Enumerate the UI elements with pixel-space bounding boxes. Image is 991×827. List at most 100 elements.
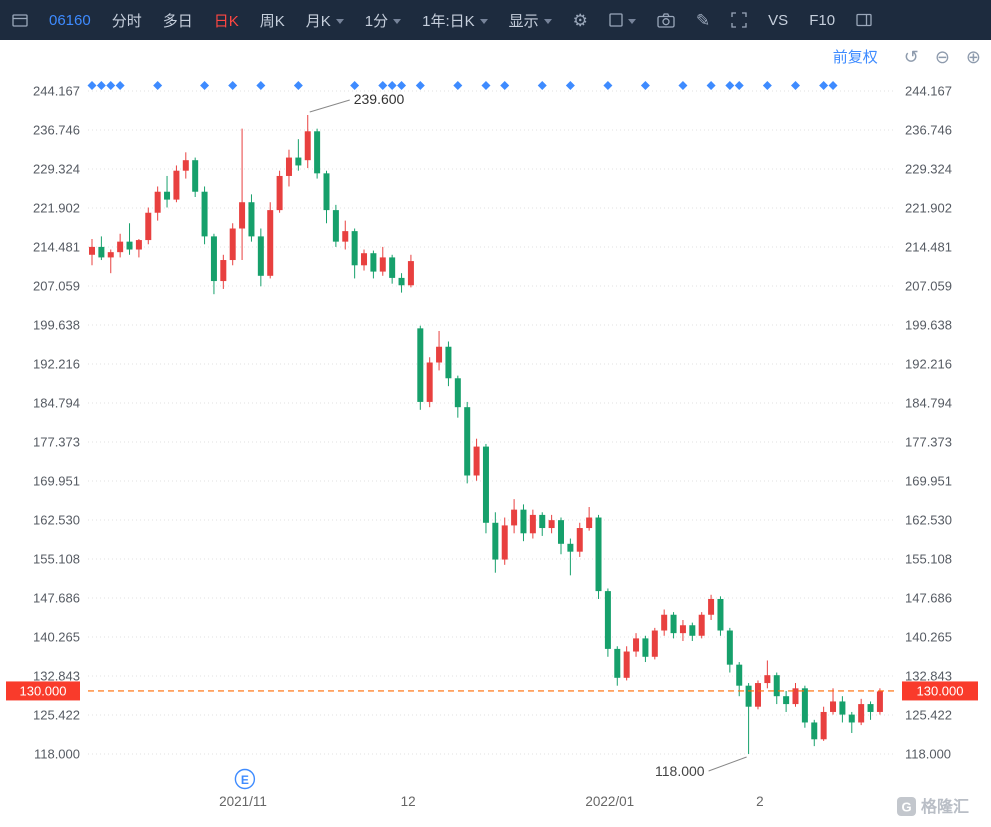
event-marker-icon[interactable] xyxy=(791,81,800,90)
event-marker-icon[interactable] xyxy=(153,81,163,90)
tab-daily-k[interactable]: 日K xyxy=(213,12,239,30)
draw-pencil-icon[interactable]: ✎ xyxy=(695,10,711,30)
candle-body xyxy=(623,651,630,678)
y-axis-label-left: 221.902 xyxy=(33,201,80,216)
event-marker-icon[interactable] xyxy=(734,81,744,90)
event-marker-icon[interactable] xyxy=(200,81,210,90)
y-axis-label-right: 236.746 xyxy=(905,122,952,137)
event-marker-icon[interactable] xyxy=(106,81,116,90)
candle-body xyxy=(135,240,142,250)
candle-body xyxy=(820,711,827,740)
event-marker-icon[interactable] xyxy=(96,81,106,90)
event-marker-icon[interactable] xyxy=(706,81,716,90)
chevron-down-icon xyxy=(393,18,402,24)
low-annotation: 118.000 xyxy=(655,763,705,779)
event-marker-icon[interactable] xyxy=(350,81,360,90)
event-marker-icon[interactable] xyxy=(293,81,303,90)
event-marker-icon[interactable] xyxy=(725,81,735,90)
event-marker-icon[interactable] xyxy=(115,81,125,90)
event-marker-icon[interactable] xyxy=(537,81,547,90)
y-axis-label-right: 125.422 xyxy=(905,707,952,722)
event-marker-icon[interactable] xyxy=(397,81,407,90)
y-axis-label-left: 125.422 xyxy=(33,707,80,722)
y-axis-label-right: 132.843 xyxy=(905,669,952,684)
candle-body xyxy=(576,528,583,552)
candle-body xyxy=(482,446,489,523)
tab-monthly-k-label: 月K xyxy=(305,12,331,30)
event-marker-icon[interactable] xyxy=(500,81,510,90)
candle-body xyxy=(830,701,837,712)
candle-body xyxy=(642,638,649,657)
event-marker-icon[interactable] xyxy=(387,81,397,90)
candle-body xyxy=(473,446,480,476)
settings-gear-icon[interactable]: ⚙ xyxy=(572,10,588,30)
candlestick-chart[interactable]: 244.167 244.167 236.746 236.746 229.324 229.3… xyxy=(0,40,991,827)
candle-body xyxy=(698,614,705,636)
y-axis-label-left: 177.373 xyxy=(33,434,80,449)
dropdown-display-label: 显示 xyxy=(508,12,539,30)
adjust-mode-toggle[interactable]: 前复权 xyxy=(832,49,878,66)
y-axis-label-left: 199.638 xyxy=(33,317,80,332)
event-marker-icon[interactable] xyxy=(828,81,838,90)
candle-body xyxy=(276,175,283,211)
event-marker-icon[interactable] xyxy=(378,81,388,90)
side-panel-icon[interactable] xyxy=(856,13,872,27)
tab-weekly-k[interactable]: 周K xyxy=(259,12,285,30)
candle-body xyxy=(182,160,189,171)
toolbar: 06160 分时 多日 日K 周K 月K 1分 1年:日K 显示 ⚙ ✎ VS … xyxy=(0,0,991,40)
event-marker-icon[interactable] xyxy=(415,81,425,90)
candle-body xyxy=(745,685,752,707)
current-price-label-left-text: 130.000 xyxy=(20,683,67,698)
candle-body xyxy=(558,520,564,544)
candle-body xyxy=(511,509,518,526)
zoom-out-icon[interactable]: ⊖ xyxy=(934,46,950,67)
event-marker-icon[interactable] xyxy=(678,81,688,90)
tab-minute-chart[interactable]: 分时 xyxy=(111,12,142,30)
high-annotation-line xyxy=(309,99,350,113)
candle-body xyxy=(389,257,396,278)
y-axis-label-right: 169.951 xyxy=(905,474,952,489)
event-marker-icon[interactable] xyxy=(565,81,575,90)
event-marker-icon[interactable] xyxy=(453,81,463,90)
candle-body xyxy=(614,648,621,678)
reset-undo-icon[interactable]: ↺ xyxy=(903,46,919,67)
camera-icon[interactable] xyxy=(657,12,675,28)
y-axis-label-left: 132.843 xyxy=(33,669,80,684)
y-axis-label-left: 192.216 xyxy=(33,356,80,371)
candle-body xyxy=(154,191,161,213)
event-marker-icon[interactable] xyxy=(228,81,238,90)
candle-body xyxy=(145,212,152,241)
dropdown-range-mode[interactable]: 1年:日K xyxy=(422,10,488,31)
tab-monthly-k[interactable]: 月K xyxy=(306,10,344,31)
symbol-code[interactable]: 06160 xyxy=(49,11,91,29)
y-axis-label-right: 162.530 xyxy=(905,512,952,527)
zoom-in-icon[interactable]: ⊕ xyxy=(965,46,981,67)
watermark-text: 格隆汇 xyxy=(921,797,969,816)
x-axis-label: 12 xyxy=(401,794,416,809)
candle-body xyxy=(89,246,95,255)
fullscreen-icon[interactable] xyxy=(731,12,747,28)
event-marker-icon[interactable] xyxy=(256,81,266,90)
candle-body xyxy=(370,253,377,272)
candle-body xyxy=(323,173,330,211)
event-marker-icon[interactable] xyxy=(603,81,613,90)
chart-style-dropdown[interactable] xyxy=(609,13,636,27)
y-axis-label-right: 229.324 xyxy=(905,161,952,176)
dropdown-display[interactable]: 显示 xyxy=(509,10,552,31)
event-axis-icon[interactable] xyxy=(234,768,256,790)
dropdown-one-minute[interactable]: 1分 xyxy=(365,10,402,31)
event-marker-icon[interactable] xyxy=(87,81,97,90)
event-marker-icon[interactable] xyxy=(819,81,829,90)
tab-multi-day[interactable]: 多日 xyxy=(162,12,193,30)
event-marker-icon[interactable] xyxy=(640,81,650,90)
candle-body xyxy=(257,236,264,276)
app-window-icon[interactable] xyxy=(12,13,28,28)
dropdown-range-mode-label: 1年:日K xyxy=(422,12,475,30)
current-price-label-left xyxy=(6,681,80,701)
event-marker-icon[interactable] xyxy=(762,81,772,90)
vs-button[interactable]: VS xyxy=(768,11,789,29)
y-axis-label-right: 140.265 xyxy=(905,629,952,644)
event-marker-icon[interactable] xyxy=(481,81,491,90)
y-axis-label-right: 147.686 xyxy=(905,591,952,606)
f10-button[interactable]: F10 xyxy=(809,11,836,29)
